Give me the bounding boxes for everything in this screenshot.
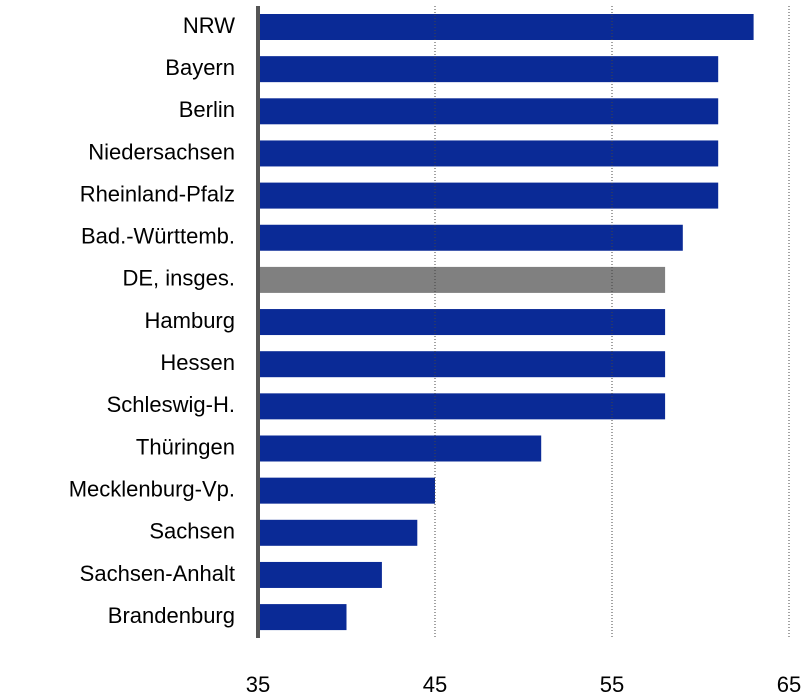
y-tick-label: Mecklenburg-Vp. [69,476,235,501]
y-tick-label: Berlin [179,97,235,122]
y-tick-label: Niedersachsen [88,139,235,164]
y-tick-label: Schleswig-H. [107,392,235,417]
bar [260,435,542,462]
bar [260,56,719,83]
bar [260,14,754,40]
bar [260,266,666,293]
bar [260,604,347,631]
x-tick-label: 35 [246,672,270,694]
y-tick-label: Bayern [165,55,235,80]
bar [260,224,683,251]
bar [260,309,666,336]
x-tick-label: 55 [600,672,624,694]
bar [260,351,666,378]
x-tick-label: 45 [423,672,447,694]
y-tick-label: Bad.-Württemb. [81,224,235,249]
bar [260,519,418,546]
bar [260,477,435,504]
y-tick-label: Rheinland-Pfalz [80,181,235,206]
x-tick-label: 65 [777,672,801,694]
y-tick-label: DE, insges. [123,266,236,291]
y-tick-label: Thüringen [136,434,235,459]
y-tick-label: Sachsen-Anhalt [80,561,235,586]
bar [260,182,719,209]
bar [260,98,719,125]
y-tick-label: NRW [183,13,235,38]
y-tick-label: Hamburg [145,308,235,333]
y-tick-label: Brandenburg [108,603,235,628]
y-tick-label: Hessen [160,350,235,375]
y-tick-label: Sachsen [149,519,235,544]
bar [260,393,666,420]
bar [260,561,382,588]
bar [260,140,719,167]
